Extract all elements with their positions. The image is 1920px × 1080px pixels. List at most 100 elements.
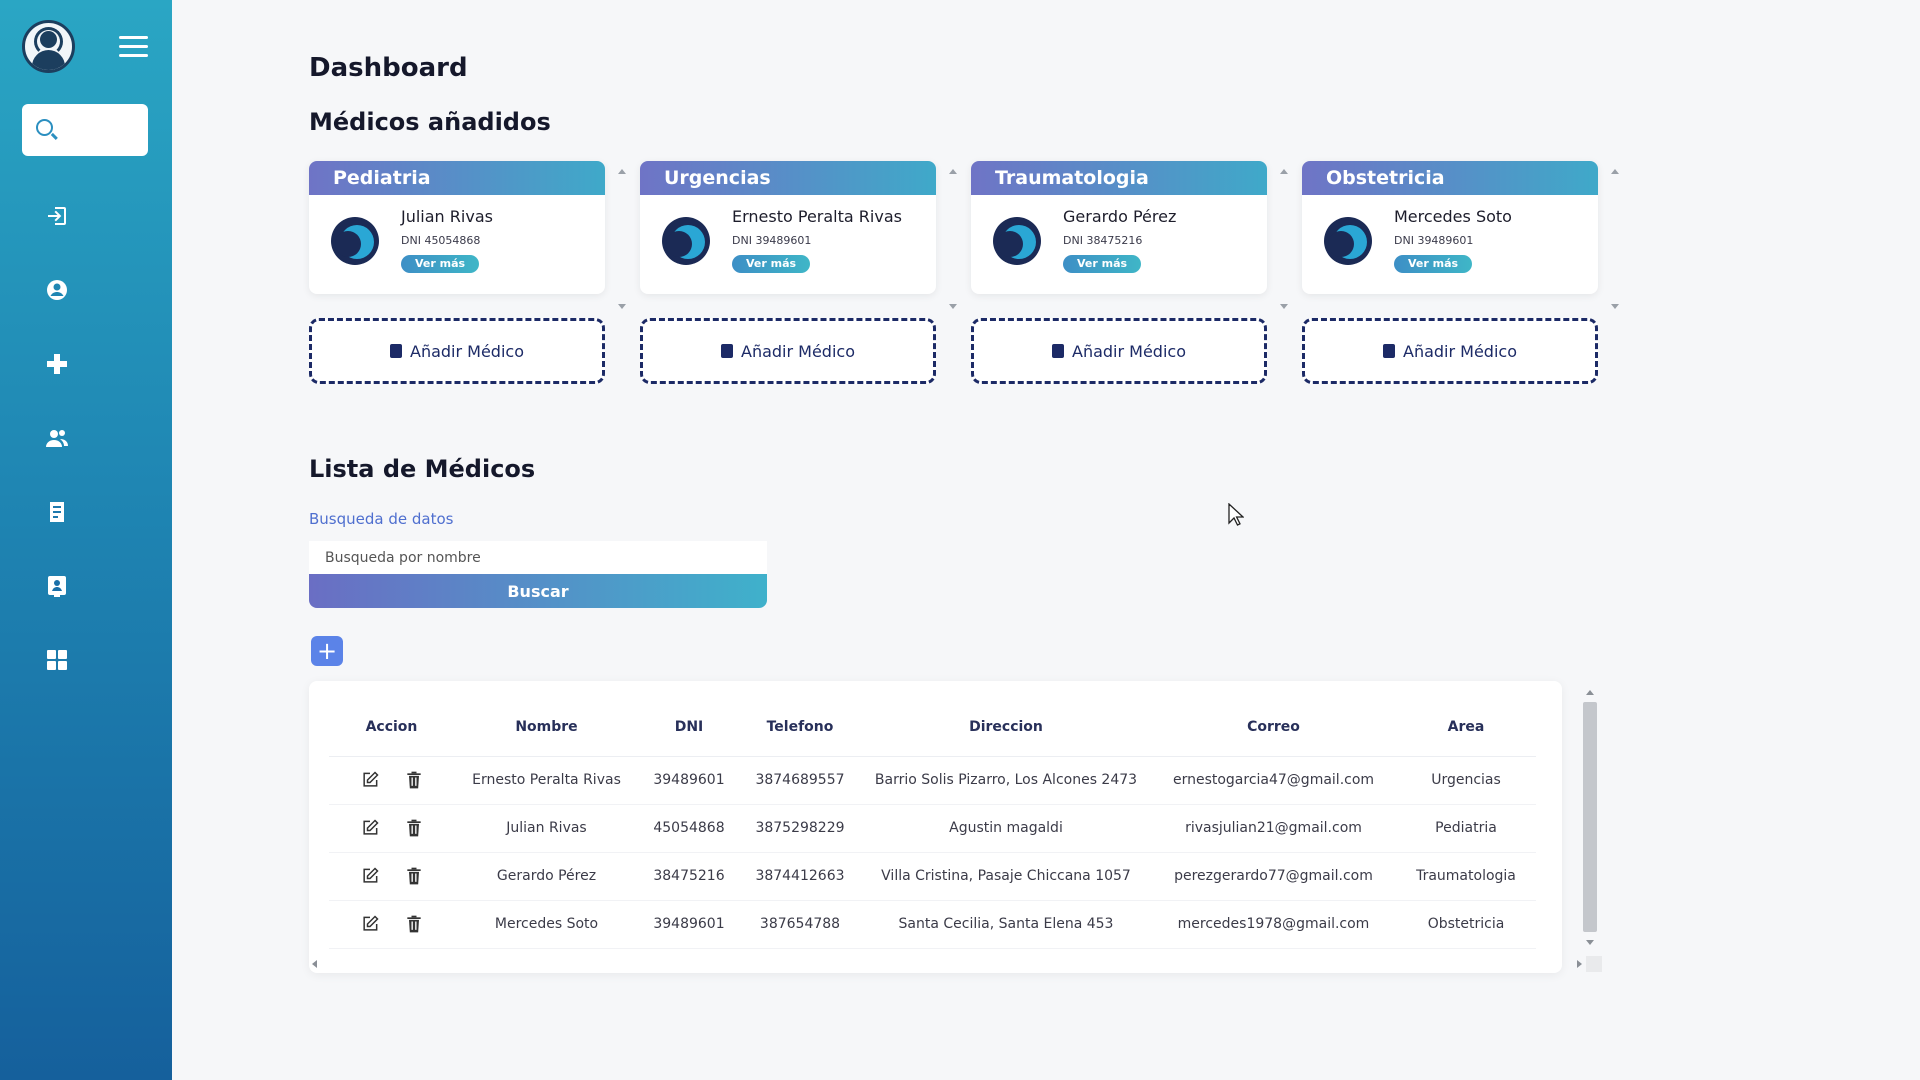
users-icon[interactable] [44,425,70,451]
cell-nombre: Ernesto Peralta Rivas [454,756,639,805]
doctors-section-title: Médicos añadidos [309,108,551,136]
column-header: Telefono [739,698,861,757]
cell-correo: ernestogarcia47@gmail.com [1151,756,1396,805]
column-header: DNI [639,698,739,757]
add-doctor-button[interactable]: Añadir Médico [1302,318,1598,384]
search-icon [36,119,53,136]
name-search-input[interactable] [309,541,767,574]
doctor-dni: DNI 45054868 [401,234,481,247]
doctor-avatar [993,217,1041,265]
cell-nombre: Mercedes Soto [454,900,639,949]
doctor-avatar [662,217,710,265]
doctor-avatar [1324,217,1372,265]
ver-mas-button[interactable]: Ver más [1394,255,1473,273]
cell-correo: mercedes1978@gmail.com [1151,900,1396,949]
cell-area: Urgencias [1396,756,1536,805]
edit-icon[interactable] [360,770,380,790]
edit-icon[interactable] [360,866,380,886]
trash-icon[interactable] [404,914,424,934]
cell-correo: rivasjulian21@gmail.com [1151,804,1396,853]
cell-dni: 39489601 [639,900,739,949]
list-section-title: Lista de Médicos [309,455,536,483]
document-icon[interactable] [44,499,70,525]
table-row: Julian Rivas 45054868 3875298229 Agustin… [329,804,1536,853]
cell-telefono: 3875298229 [739,804,861,853]
doctor-name: Julian Rivas [401,207,493,226]
table-row: Gerardo Pérez 38475216 3874412663 Villa … [329,852,1536,901]
cell-dni: 39489601 [639,756,739,805]
doctors-table-container: Accion Nombre DNI Telefono Direccion Cor… [309,681,1562,973]
trash-icon[interactable] [404,866,424,886]
grid-icon[interactable] [44,647,70,673]
cell-direccion: Santa Cecilia, Santa Elena 453 [861,900,1151,949]
area-column-obstetricia: Obstetricia Mercedes Soto DNI 39489601 V… [1302,161,1619,384]
doctor-dni: DNI 39489601 [732,234,812,247]
user-avatar[interactable] [22,20,75,73]
cell-nombre: Julian Rivas [454,804,639,853]
login-icon[interactable] [44,203,70,229]
page-title: Dashboard [309,53,468,83]
ver-mas-button[interactable]: Ver más [401,255,480,273]
cell-telefono: 3874689557 [739,756,861,805]
column-header: Nombre [454,698,639,757]
column-scrollbar[interactable] [1279,169,1289,309]
table-row: Mercedes Soto 39489601 387654788 Santa C… [329,900,1536,949]
area-column-pediatria: Pediatria Julian Rivas DNI 45054868 Ver … [309,161,626,384]
doctor-name: Gerardo Pérez [1063,207,1177,226]
cell-telefono: 3874412663 [739,852,861,901]
doctors-table: Accion Nombre DNI Telefono Direccion Cor… [329,698,1536,949]
add-record-button[interactable]: + [311,636,343,666]
add-doctor-button[interactable]: Añadir Médico [971,318,1267,384]
column-header: Correo [1151,698,1396,757]
document-icon [721,344,733,358]
cell-direccion: Villa Cristina, Pasaje Chiccana 1057 [861,852,1151,901]
area-column-urgencias: Urgencias Ernesto Peralta Rivas DNI 3948… [640,161,957,384]
user-icon[interactable] [44,277,70,303]
table-row: Ernesto Peralta Rivas 39489601 387468955… [329,756,1536,805]
card-area-title: Pediatria [309,161,605,195]
cell-direccion: Agustin magaldi [861,804,1151,853]
doctor-card: Obstetricia Mercedes Soto DNI 39489601 V… [1302,161,1598,294]
cell-area: Traumatologia [1396,852,1536,901]
edit-icon[interactable] [360,818,380,838]
doctor-avatar [331,217,379,265]
edit-icon[interactable] [360,914,380,934]
area-column-traumatologia: Traumatologia Gerardo Pérez DNI 38475216… [971,161,1288,384]
card-area-title: Traumatologia [971,161,1267,195]
column-scrollbar[interactable] [1610,169,1620,309]
doctor-name: Mercedes Soto [1394,207,1512,226]
contact-card-icon[interactable] [44,573,70,599]
ver-mas-button[interactable]: Ver más [732,255,811,273]
search-button[interactable]: Buscar [309,574,767,608]
cell-dni: 38475216 [639,852,739,901]
doctor-dni: DNI 39489601 [1394,234,1474,247]
sidebar-search-box[interactable] [22,104,148,156]
cell-dni: 45054868 [639,804,739,853]
doctor-card: Pediatria Julian Rivas DNI 45054868 Ver … [309,161,605,294]
cell-direccion: Barrio Solis Pizarro, Los Alcones 2473 [861,756,1151,805]
document-icon [1052,344,1064,358]
doctor-name: Ernesto Peralta Rivas [732,207,902,226]
add-doctor-button[interactable]: Añadir Médico [640,318,936,384]
column-scrollbar[interactable] [617,169,627,309]
table-vertical-scrollbar[interactable] [1583,690,1597,972]
column-header: Direccion [861,698,1151,757]
sidebar [0,0,172,1080]
cell-correo: perezgerardo77@gmail.com [1151,852,1396,901]
scrollbar-thumb[interactable] [1583,702,1597,932]
trash-icon[interactable] [404,818,424,838]
card-area-title: Urgencias [640,161,936,195]
hamburger-menu-icon[interactable] [119,36,148,58]
ver-mas-button[interactable]: Ver más [1063,255,1142,273]
plus-medical-icon[interactable] [44,351,70,377]
table-header-row: Accion Nombre DNI Telefono Direccion Cor… [329,698,1536,757]
card-area-title: Obstetricia [1302,161,1598,195]
column-scrollbar[interactable] [948,169,958,309]
add-doctor-button[interactable]: Añadir Médico [309,318,605,384]
trash-icon[interactable] [404,770,424,790]
cell-telefono: 387654788 [739,900,861,949]
cell-nombre: Gerardo Pérez [454,852,639,901]
table-horizontal-scrollbar[interactable] [312,956,1602,972]
document-icon [390,344,402,358]
column-header: Accion [329,698,454,757]
